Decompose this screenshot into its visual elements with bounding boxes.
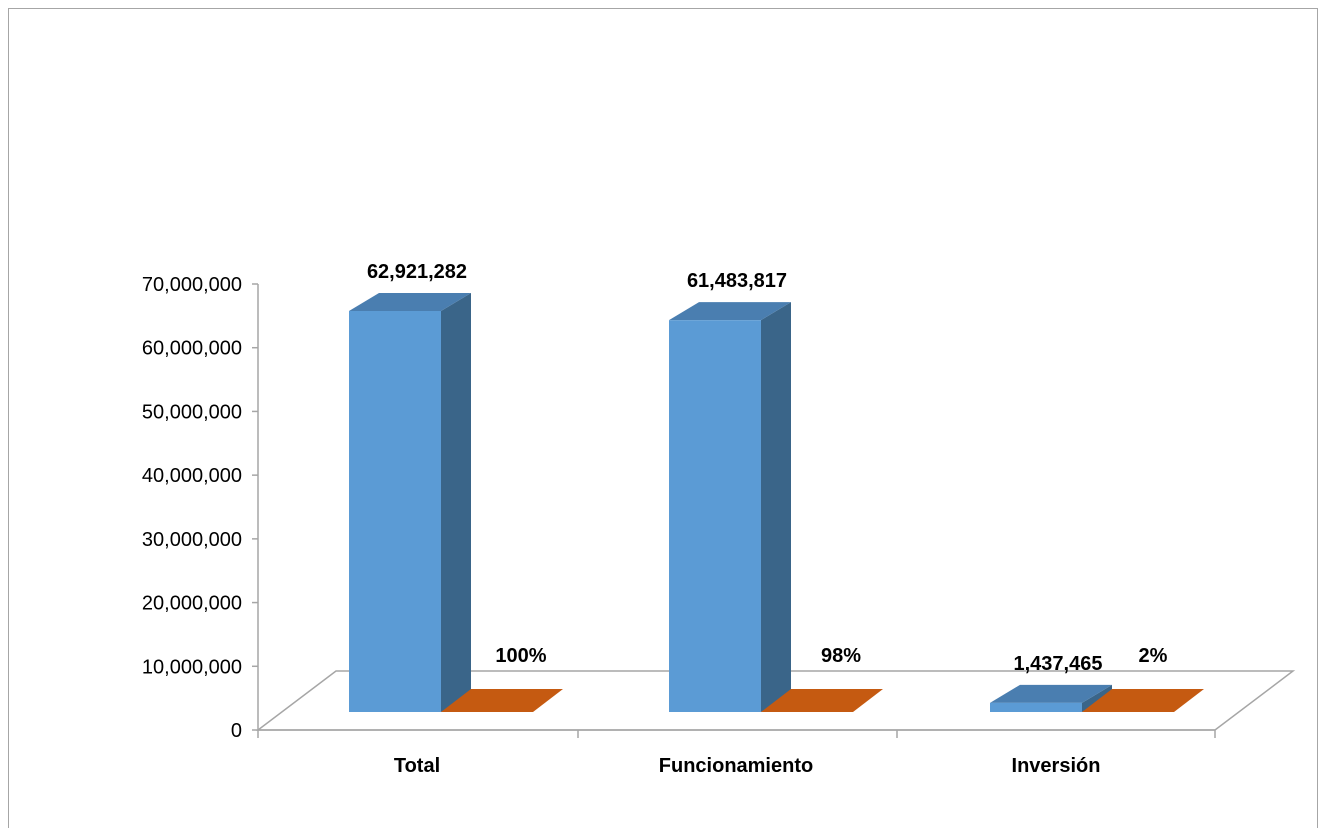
x-tick-label: Inversión — [1012, 755, 1101, 777]
bar-top — [669, 302, 791, 321]
bar-top — [990, 684, 1112, 703]
chart-frame — [8, 8, 1318, 828]
bar-value — [349, 311, 441, 712]
data-label-percentage: 98% — [821, 645, 861, 667]
x-tick-label: Total — [394, 755, 440, 777]
y-tick-label: 60,000,000 — [142, 338, 242, 360]
bar-percentage — [441, 689, 563, 712]
data-label-value: 1,437,465 — [1014, 653, 1103, 675]
data-label-percentage: 2% — [1139, 645, 1168, 667]
x-tick-label: Funcionamiento — [659, 755, 813, 777]
chart-bars — [349, 293, 1204, 712]
data-label-value: 61,483,817 — [687, 270, 787, 292]
chart-floor — [255, 670, 1296, 731]
data-label-percentage: 100% — [495, 645, 546, 667]
bar-side — [1082, 684, 1112, 712]
chart-axes: 0 10,000,000 20,000,000 30,000,000 40,000,00… — [142, 274, 1216, 742]
y-tick-label: 50,000,000 — [142, 401, 242, 423]
y-tick-label: 10,000,000 — [142, 656, 242, 678]
y-tick-label: 40,000,000 — [142, 465, 242, 487]
data-label-value: 62,921,282 — [367, 261, 467, 283]
chart-floor-plane — [255, 670, 1296, 731]
y-tick-label: 20,000,000 — [142, 593, 242, 615]
y-tick-label: 70,000,000 — [142, 274, 242, 296]
bar-value — [669, 320, 761, 712]
chart-labels: Total Funcionamiento Inversión 62,921,282 61… — [367, 261, 1168, 777]
y-tick-label: 0 — [231, 720, 242, 742]
bar-side — [761, 302, 791, 712]
bar-percentage — [761, 689, 883, 712]
bar-side — [441, 293, 471, 712]
bar-value — [990, 702, 1082, 712]
bar-percentage — [1082, 689, 1204, 712]
bar-top — [349, 293, 471, 311]
y-tick-label: 30,000,000 — [142, 529, 242, 551]
